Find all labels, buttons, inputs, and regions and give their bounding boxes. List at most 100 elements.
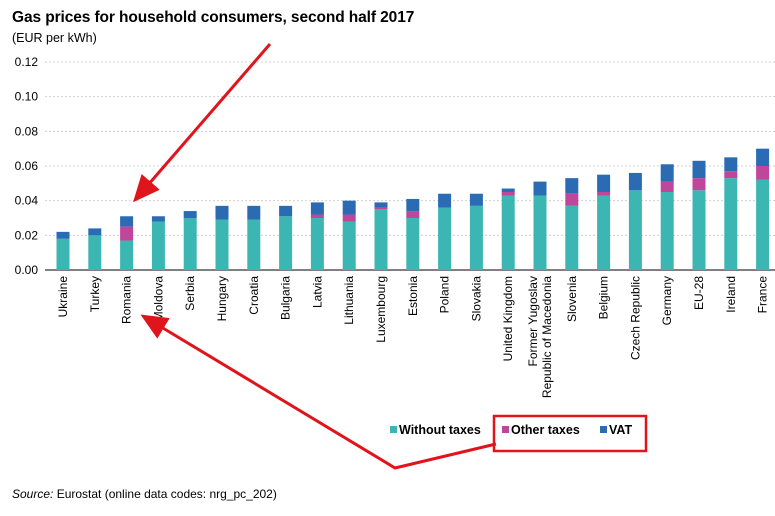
x-tick-label: Moldova xyxy=(151,276,165,322)
y-tick-label: 0.08 xyxy=(15,124,39,138)
bar-segment-vat xyxy=(692,160,706,179)
y-tick-label: 0.12 xyxy=(15,55,39,69)
bar-segment-without-taxes xyxy=(565,205,579,270)
x-tick-label: Republic of Macedonia xyxy=(540,276,554,398)
bar-segment-vat xyxy=(438,193,452,208)
legend-label: VAT xyxy=(609,423,633,437)
bar-segment-other-taxes xyxy=(374,207,388,210)
bar-segment-vat xyxy=(597,174,611,192)
bar-segment-other-taxes xyxy=(724,171,738,179)
bar-segment-without-taxes xyxy=(469,205,483,270)
bar-segment-without-taxes xyxy=(660,192,674,270)
x-tick-label: EU-28 xyxy=(692,276,706,310)
bar-segment-other-taxes xyxy=(310,214,324,218)
bar-segment-vat xyxy=(628,172,642,191)
bar-segment-other-taxes xyxy=(660,181,674,192)
bar-segment-vat xyxy=(565,178,579,194)
x-tick-label: Bulgaria xyxy=(279,276,293,320)
bar-segment-without-taxes xyxy=(628,190,642,270)
bar-segment-without-taxes xyxy=(533,195,547,270)
bar-segment-vat xyxy=(151,216,165,222)
bar-segment-without-taxes xyxy=(692,190,706,270)
y-tick-label: 0.02 xyxy=(15,228,39,242)
x-tick-label: Slovenia xyxy=(565,276,579,322)
legend-label: Without taxes xyxy=(399,423,481,437)
x-tick-label: Latvia xyxy=(310,276,324,308)
bar-segment-vat xyxy=(756,148,770,166)
bar-segment-vat xyxy=(279,205,293,217)
legend-label: Other taxes xyxy=(511,423,580,437)
y-tick-label: 0.04 xyxy=(15,194,39,208)
bar-segment-vat xyxy=(120,216,134,227)
annotation-box xyxy=(492,414,648,453)
bar-segment-without-taxes xyxy=(374,209,388,270)
x-tick-label: Lithuania xyxy=(342,276,356,325)
source-note: Source: Eurostat (online data codes: nrg… xyxy=(12,487,277,501)
bar-segment-vat xyxy=(501,188,515,192)
x-tick-label: France xyxy=(756,276,770,314)
bar-segment-other-taxes xyxy=(342,214,356,222)
bar-segment-other-taxes xyxy=(756,166,770,180)
bar-segment-vat xyxy=(310,202,324,215)
bar-segment-vat xyxy=(56,231,70,239)
bar-segment-without-taxes xyxy=(406,218,420,270)
bar-segment-vat xyxy=(406,198,420,212)
bar-segment-without-taxes xyxy=(724,178,738,270)
x-tick-label: Germany xyxy=(660,276,674,325)
x-tick-label: Belgium xyxy=(597,276,611,319)
bar-segment-other-taxes xyxy=(120,226,134,241)
annotation-arrow-bottom xyxy=(140,314,497,470)
bar-segment-without-taxes xyxy=(342,221,356,270)
x-tick-label: United Kingdom xyxy=(501,276,515,361)
x-tick-label: Slovakia xyxy=(469,276,483,322)
bar-segment-without-taxes xyxy=(597,195,611,270)
bar-segment-without-taxes xyxy=(310,218,324,270)
x-tick-label: Turkey xyxy=(88,276,102,312)
bar-segment-other-taxes xyxy=(501,192,515,196)
bar-segment-vat xyxy=(88,228,102,236)
bar-segment-vat xyxy=(469,193,483,206)
bar-segment-without-taxes xyxy=(279,216,293,270)
x-tick-label: Croatia xyxy=(247,276,261,315)
bar-segment-without-taxes xyxy=(438,207,452,270)
bar-segment-vat xyxy=(342,200,356,215)
x-tick-label: Poland xyxy=(438,276,452,313)
legend-swatch xyxy=(600,426,607,433)
bar-segment-without-taxes xyxy=(151,221,165,270)
bar-segment-other-taxes xyxy=(597,192,611,196)
annotation-arrow-top xyxy=(133,43,272,203)
x-tick-label: Serbia xyxy=(183,276,197,311)
bar-segment-vat xyxy=(533,181,547,196)
y-tick-label: 0.00 xyxy=(15,263,39,277)
bar-segment-without-taxes xyxy=(56,238,70,270)
legend-swatch xyxy=(390,426,397,433)
x-tick-label: Ukraine xyxy=(56,276,70,318)
y-tick-label: 0.10 xyxy=(15,90,39,104)
bar-segment-other-taxes xyxy=(692,178,706,191)
bar-segment-without-taxes xyxy=(88,235,102,270)
bar-segment-vat xyxy=(724,157,738,172)
bar-segment-without-taxes xyxy=(120,240,134,270)
x-tick-label: Estonia xyxy=(406,276,420,316)
x-tick-label: Czech Republic xyxy=(628,276,642,360)
x-tick-label: Ireland xyxy=(724,276,738,313)
source-text: Eurostat (online data codes: nrg_pc_202) xyxy=(53,487,277,501)
source-label: Source: xyxy=(12,487,54,501)
bar-segment-other-taxes xyxy=(406,211,420,218)
bar-segment-without-taxes xyxy=(756,179,770,270)
bar-segment-without-taxes xyxy=(247,219,261,270)
x-tick-label: Romania xyxy=(120,276,134,324)
chart-title: Gas prices for household consumers, seco… xyxy=(12,9,415,26)
bar-segment-vat xyxy=(183,211,197,218)
bar-segment-without-taxes xyxy=(215,219,229,270)
bar-segment-without-taxes xyxy=(183,218,197,270)
x-tick-label: Former Yugoslav xyxy=(526,276,540,367)
chart-subtitle: (EUR per kWh) xyxy=(12,31,97,45)
bar-segment-vat xyxy=(374,202,388,208)
legend-swatch xyxy=(502,426,509,433)
x-tick-label: Luxembourg xyxy=(374,276,388,343)
bar-segment-vat xyxy=(215,205,229,220)
bar-segment-without-taxes xyxy=(501,195,515,270)
bar-segment-other-taxes xyxy=(565,193,579,206)
